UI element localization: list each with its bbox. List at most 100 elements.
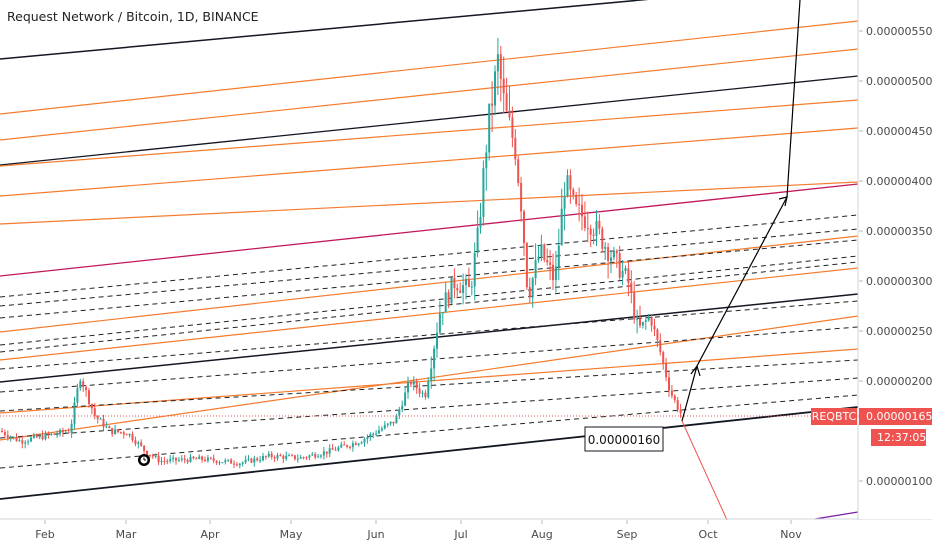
candle-up [433,345,436,382]
candle-down [235,462,238,467]
candle-up [59,428,61,437]
candle-down [334,446,337,451]
candle-down [41,430,44,441]
candle-up [557,228,560,281]
candle-down [511,106,514,148]
candle-down [82,378,85,392]
candle-down [273,455,276,463]
candle-up [363,437,366,447]
time-tick-label: Aug [531,528,552,541]
price-tick-label: 0.00000300 [866,275,932,288]
candle-up [189,453,192,463]
candle-up [383,421,386,430]
alarm-clock-icon[interactable] [138,454,150,466]
svg-text:12:37:05: 12:37:05 [877,431,926,444]
trend-channel-lines [0,0,859,500]
candle-up [476,210,479,258]
candle-down [583,201,586,232]
time-tick-label: Jul [453,528,467,541]
candle-up [50,433,53,436]
candle-down [108,425,111,429]
candle-up [621,259,624,286]
candle-up [494,65,496,116]
candle-up [73,396,76,430]
candle-up [27,439,30,446]
candle-up [128,433,131,438]
candle-down [88,387,90,408]
time-axis[interactable]: Feb Mar Apr May Jun Jul Aug Sep Oct Nov [35,520,802,541]
price-tick-label: 0.00000550 [866,25,932,38]
candle-up [430,356,433,389]
price-tick-label: 0.00000450 [866,125,932,138]
price-annotation[interactable]: 0.00000160 [584,426,664,452]
candle-up [221,462,224,464]
candle-up [253,455,256,467]
symbol-tag: REQBTC [811,408,857,425]
candle-down [204,456,206,463]
candle-up [206,454,209,463]
price-axis[interactable]: 0.00000100 0.00000200 0.00000250 0.00000300… [859,25,932,488]
candle-up [311,451,314,456]
candle-down [175,457,177,465]
last-price-tag: 0.00000165 [859,408,932,425]
candle-up [32,432,35,439]
candle-down [111,427,114,437]
candle-up [241,461,244,467]
candle-up [262,452,264,462]
candle-up [114,424,117,435]
purple-line [814,511,859,520]
channel-line [0,75,859,166]
candle-down [166,458,169,465]
candle-down [581,193,583,231]
candle-up [604,241,607,260]
candle-up [647,314,650,322]
candle-down [146,450,148,456]
channel-line [0,0,649,60]
candle-down [598,214,601,235]
candle-down [256,456,259,462]
candle-up [320,454,322,459]
candle-up [337,445,340,452]
candle-down [447,289,450,309]
price-tick-label: 0.00000350 [866,225,932,238]
candle-down [325,451,328,458]
candle-up [267,450,270,458]
projection-arrows [681,0,801,422]
time-tick-label: Feb [35,528,54,541]
candle-down [212,454,215,464]
candle-up [12,436,15,440]
candle-up [537,245,540,263]
candle-up [70,419,73,438]
candle-up [76,383,79,407]
candle-down [192,456,195,460]
candle-up [328,444,331,458]
candle-up [462,273,465,305]
candle-down [47,431,50,439]
candle-up [421,390,424,398]
candle-down [122,430,125,439]
candle-up [534,243,537,286]
candle-up [612,246,615,261]
candle-up [154,453,157,459]
candle-down [151,453,154,459]
candle-down [209,456,212,460]
candle-down [520,177,523,222]
candle-up [485,144,488,191]
candle-down [346,444,349,449]
channel-line [0,235,859,333]
candle-up [636,309,639,334]
candle-up [177,456,180,463]
candle-up [595,210,598,246]
candle-up [247,455,250,462]
candle-down [459,282,462,294]
channel-line [0,127,859,197]
price-tick-label: 0.00000200 [866,375,932,388]
candle-down [673,394,676,403]
candle-down [409,380,412,388]
candle-down [53,433,56,435]
candle-up [30,436,32,443]
candle-down [575,192,578,207]
candle-up [244,455,247,465]
candle-down [331,443,334,450]
